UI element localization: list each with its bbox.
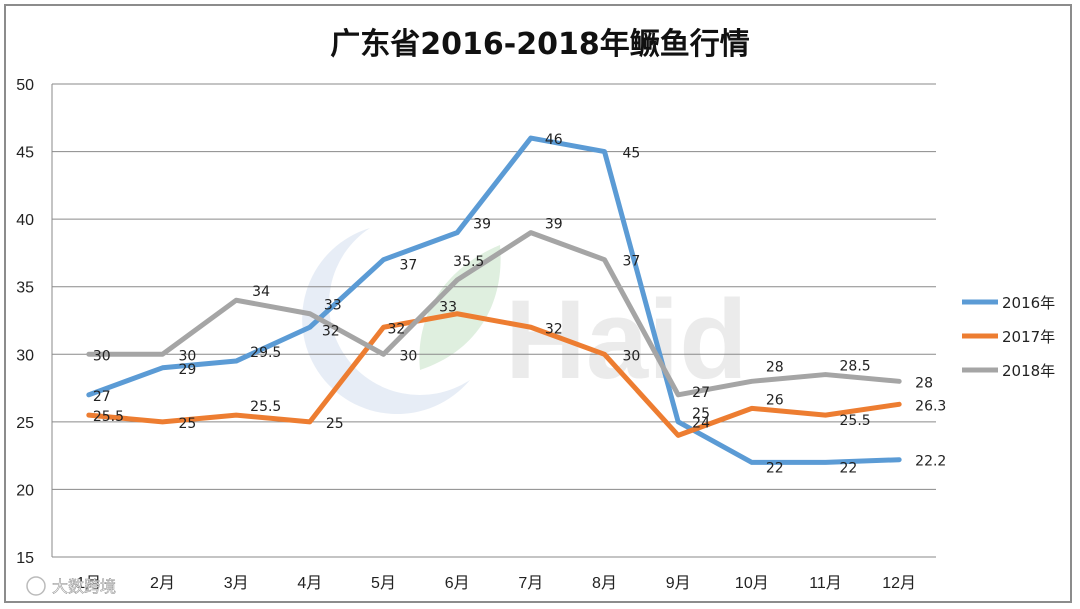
x-tick-label: 7月 xyxy=(518,575,543,592)
data-label: 29 xyxy=(179,362,197,378)
series-lines xyxy=(86,135,902,465)
data-label: 25 xyxy=(692,406,710,422)
data-label: 37 xyxy=(400,258,418,274)
y-tick-label: 40 xyxy=(16,212,34,229)
y-tick-label: 15 xyxy=(16,550,34,567)
x-tick-label: 12月 xyxy=(882,575,916,592)
data-label: 30 xyxy=(93,348,111,364)
x-tick-label: 5月 xyxy=(371,575,396,592)
data-label: 25 xyxy=(326,416,344,432)
data-labels: 27 29 29.5 32 37 39 46 45 25 22 22 22.2 25.5 25 25.5 25… xyxy=(93,132,947,476)
data-label: 22 xyxy=(766,460,784,476)
x-tick-label: 3月 xyxy=(224,575,249,592)
data-label: 22 xyxy=(840,460,858,476)
y-tick-label: 20 xyxy=(16,482,34,499)
x-tick-label: 4月 xyxy=(297,575,322,592)
data-label: 30 xyxy=(400,348,418,364)
y-tick-label: 45 xyxy=(16,145,34,162)
data-label: 35.5 xyxy=(453,254,484,270)
grid-lines xyxy=(51,83,936,558)
watermark-leaf-icon xyxy=(419,245,501,370)
data-label: 26 xyxy=(766,392,784,408)
data-label: 27 xyxy=(692,385,710,401)
watermark-crescent-icon xyxy=(302,228,470,415)
data-label: 30 xyxy=(179,348,197,364)
data-label: 25.5 xyxy=(250,399,281,415)
chart-title: 广东省2016-2018年鳜鱼行情 xyxy=(330,27,749,62)
data-label: 33 xyxy=(324,298,342,314)
data-label: 32 xyxy=(322,323,340,339)
data-label: 25 xyxy=(179,416,197,432)
data-label: 37 xyxy=(623,254,641,270)
legend-label: 2018年 xyxy=(1002,362,1055,380)
data-label: 22.2 xyxy=(915,454,946,470)
data-label: 29.5 xyxy=(250,345,281,361)
y-tick-label: 25 xyxy=(16,415,34,432)
data-label: 45 xyxy=(623,146,641,162)
series-line-2016年 xyxy=(86,135,902,465)
y-tick-label: 35 xyxy=(16,280,34,297)
data-label: 34 xyxy=(252,284,270,300)
x-tick-label: 11月 xyxy=(809,575,842,592)
x-tick-label: 6月 xyxy=(445,575,470,592)
data-label: 25.5 xyxy=(93,409,124,425)
legend: 2016年 2017年 2018年 xyxy=(962,294,1055,380)
y-tick-label: 30 xyxy=(16,347,34,364)
corner-watermark-text: 大数跨境 xyxy=(52,577,116,596)
x-tick-label: 10月 xyxy=(735,575,769,592)
legend-label: 2016年 xyxy=(1002,294,1055,312)
x-tick-label: 1月 xyxy=(76,575,101,592)
y-axis-ticks: 15 20 25 30 35 40 45 50 xyxy=(16,77,34,567)
data-label: 46 xyxy=(545,132,563,148)
data-label: 24 xyxy=(692,415,710,431)
data-label: 26.3 xyxy=(915,398,946,414)
data-label: 32 xyxy=(545,321,563,337)
data-label: 39 xyxy=(545,217,563,233)
series-line-2018年 xyxy=(86,230,902,398)
series-line-2017年 xyxy=(86,311,902,438)
data-label: 32 xyxy=(388,321,406,337)
x-tick-label: 8月 xyxy=(592,575,617,592)
x-tick-label: 9月 xyxy=(666,575,691,592)
data-label: 30 xyxy=(623,348,641,364)
y-tick-label: 50 xyxy=(16,77,34,94)
chart-frame xyxy=(4,4,1072,603)
data-label: 33 xyxy=(439,300,457,316)
data-label: 27 xyxy=(93,389,111,405)
corner-logo-icon xyxy=(26,576,46,596)
data-label: 28 xyxy=(915,375,933,391)
haid-watermark: Haid xyxy=(302,228,748,415)
data-label: 25.5 xyxy=(840,413,871,429)
corner-watermark: 大数跨境 xyxy=(26,576,116,596)
data-label: 28 xyxy=(766,359,784,375)
x-tick-label: 2月 xyxy=(150,575,175,592)
data-label: 39 xyxy=(473,217,491,233)
x-axis-ticks: 1月 2月 3月 4月 5月 6月 7月 8月 9月 10月 11月 12月 xyxy=(76,575,916,592)
data-label: 28.5 xyxy=(840,359,871,375)
legend-label: 2017年 xyxy=(1002,328,1055,346)
